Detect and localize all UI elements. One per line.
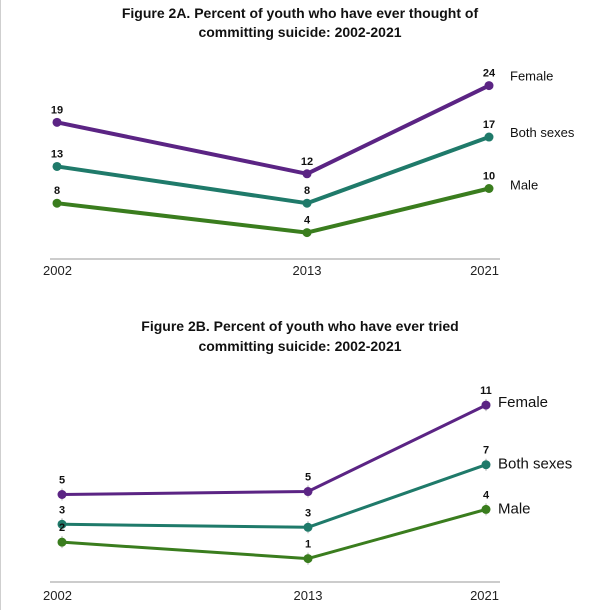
series-line (61, 403, 487, 496)
data-point (302, 228, 312, 238)
data-point (481, 460, 491, 470)
data-point (481, 400, 491, 410)
data-label: 7 (483, 445, 489, 457)
data-point (302, 169, 312, 179)
data-label: 13 (51, 148, 63, 160)
series-male: 8 4 10 Male (52, 171, 538, 238)
data-point (52, 117, 62, 127)
legend-label-female: Female (510, 69, 553, 84)
series-line (56, 135, 490, 206)
data-point (303, 487, 313, 497)
data-point (303, 522, 313, 532)
data-label: 24 (483, 68, 496, 80)
data-label: 8 (304, 185, 310, 197)
legend-label-female: Female (498, 394, 548, 411)
data-label: 17 (483, 119, 495, 131)
data-label: 8 (54, 185, 60, 197)
data-label: 5 (59, 475, 65, 487)
x-tick-label: 2021 (470, 263, 499, 278)
data-point (484, 184, 494, 193)
chart-2b: Figure 2B. Percent of youth who have eve… (43, 318, 572, 603)
data-label: 4 (304, 215, 311, 227)
chart-title-line-2: committing suicide: 2002-2021 (198, 24, 401, 40)
data-point (484, 81, 494, 91)
x-tick-label: 2002 (43, 263, 72, 278)
data-label: 19 (51, 104, 63, 116)
series-both-sexes: 13 8 17 Both sexes (51, 119, 575, 208)
chart-title-line-1: Figure 2B. Percent of youth who have eve… (141, 318, 458, 334)
chart-2a: Figure 2A. Percent of youth who have eve… (43, 5, 575, 278)
series-both-sexes: 3 3 7 Both sexes (57, 445, 572, 534)
legend-label-both-sexes: Both sexes (510, 125, 575, 140)
x-tick-label: 2021 (470, 588, 499, 603)
data-label: 12 (301, 156, 313, 168)
data-point (52, 161, 62, 171)
data-label: 3 (305, 507, 311, 519)
legend-label-male: Male (498, 500, 531, 517)
data-point (57, 490, 67, 499)
data-point (57, 519, 67, 529)
data-point (302, 198, 312, 208)
chart-title-line-2: committing suicide: 2002-2021 (198, 338, 401, 354)
series-line (61, 507, 487, 561)
series-male: 2 1 4 Male (57, 489, 531, 565)
x-tick-label: 2013 (294, 588, 323, 603)
data-label: 10 (483, 171, 495, 183)
legend-label-male: Male (510, 178, 538, 193)
series-line (61, 463, 487, 529)
x-tick-label: 2002 (43, 588, 72, 603)
data-point (52, 198, 62, 208)
series-female: 5 5 11 Female (57, 385, 548, 501)
x-tick-label: 2013 (293, 263, 322, 278)
data-label: 11 (480, 385, 492, 397)
chart-title-line-1: Figure 2A. Percent of youth who have eve… (122, 5, 479, 21)
data-label: 3 (59, 504, 65, 516)
data-point (481, 504, 491, 514)
data-point (303, 554, 313, 564)
data-label: 2 (59, 522, 65, 534)
series-line (56, 186, 490, 235)
left-border (0, 0, 1, 610)
data-label: 1 (305, 539, 311, 551)
series-female: 19 12 24 Female (51, 68, 553, 179)
data-point (57, 537, 67, 547)
data-label: 4 (483, 489, 490, 501)
legend-label-both-sexes: Both sexes (498, 456, 572, 473)
data-point (484, 132, 494, 142)
data-label: 5 (305, 472, 311, 484)
